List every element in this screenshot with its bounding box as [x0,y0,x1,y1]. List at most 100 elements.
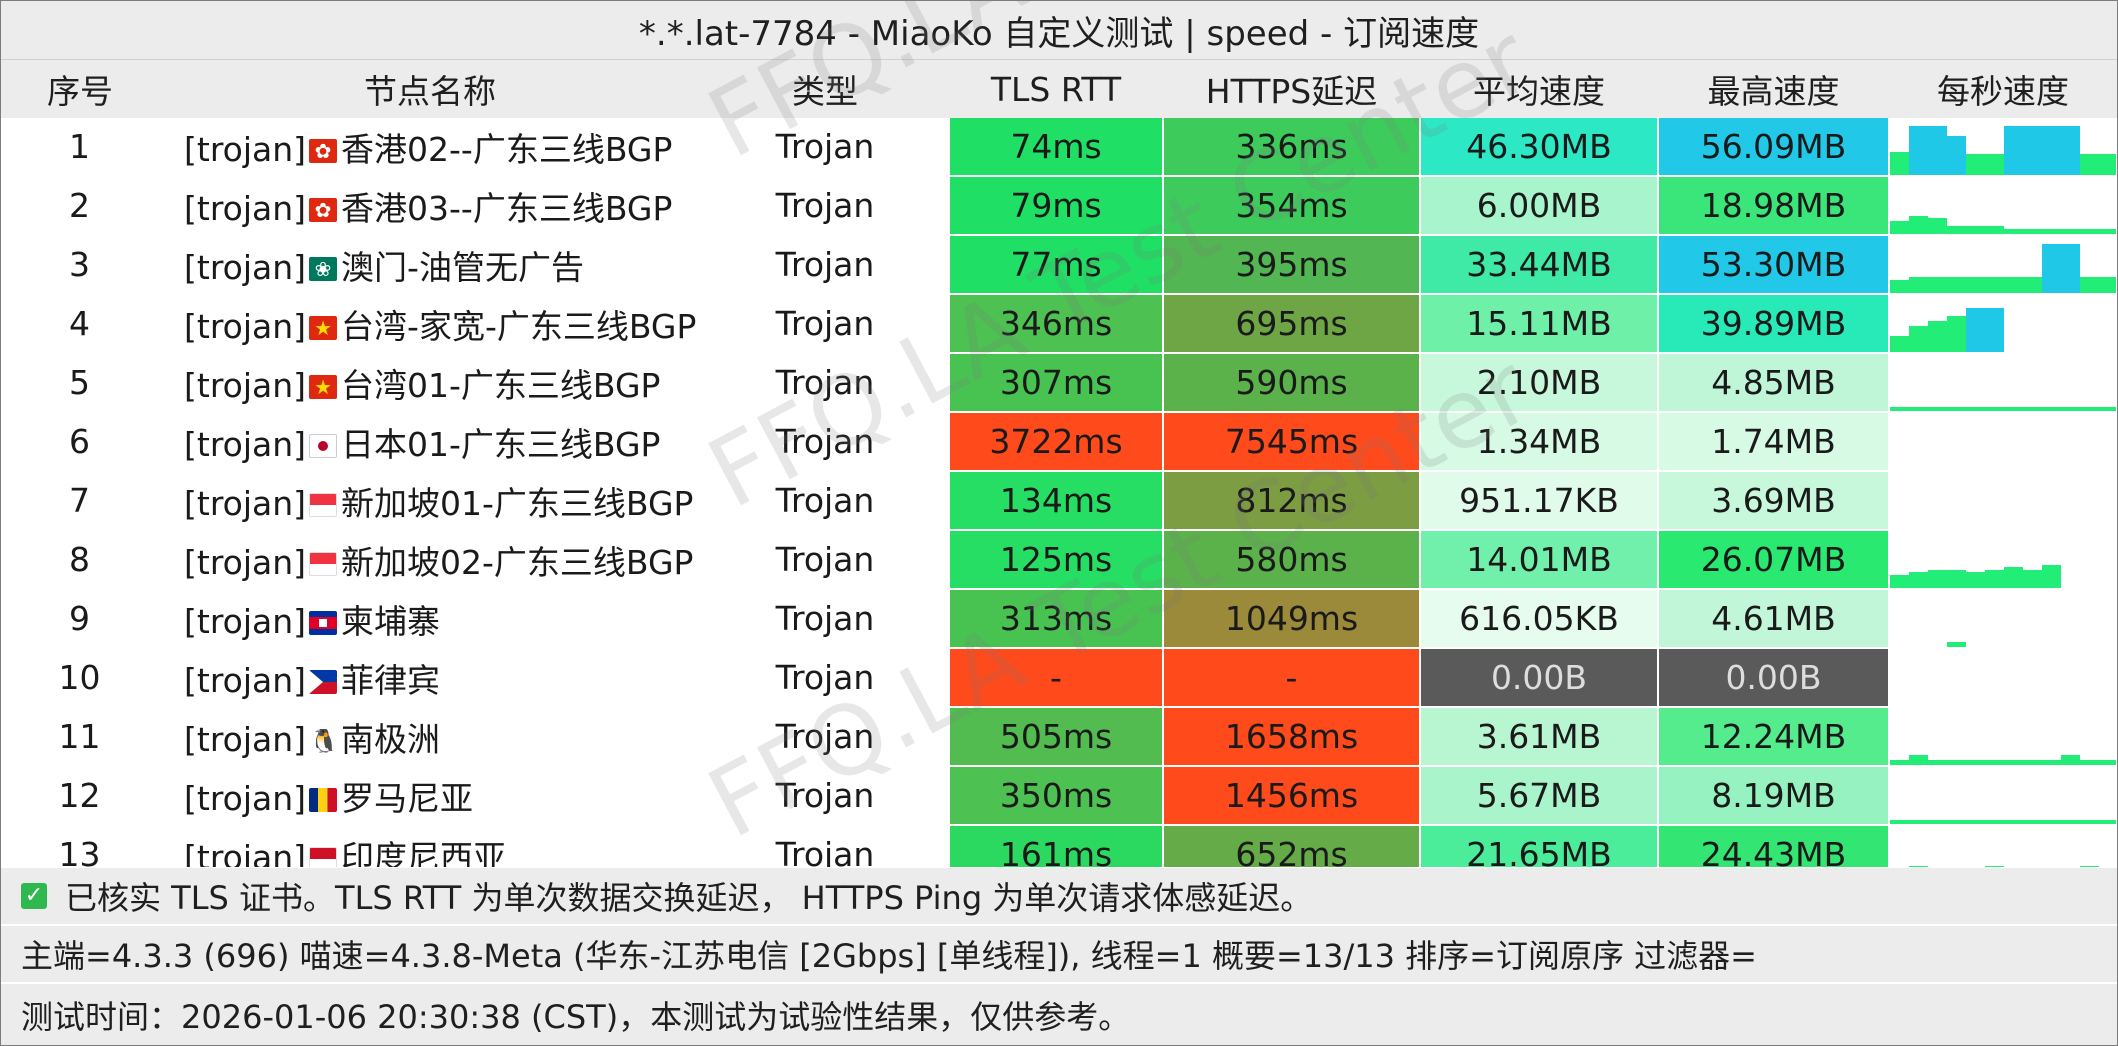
sparkline-bar [1947,136,1966,174]
node-name-cell: [trojan] 柬埔寨 [159,589,702,649]
sparkline-bar [2023,569,2042,587]
col-header-https-latency: HTTPS延迟 [1163,60,1420,118]
sparkline-bar [1909,819,1928,823]
avg-speed-cell: 15.11MB [1420,294,1659,354]
node-name: 澳门-油管无广告 [341,247,584,287]
max-speed-cell: 56.09MB [1658,118,1890,177]
per-second-sparkline [1889,471,2117,531]
sparkline-bar [2061,819,2080,823]
max-speed-cell: 4.85MB [1658,353,1890,413]
max-speed-cell: 0.00B [1658,648,1890,708]
tls-rtt-cell: 346ms [949,294,1164,354]
sparkline-bar [2099,228,2115,233]
table-row[interactable]: 12 [trojan] 罗马尼亚 Trojan 350ms 1456ms 5.67MB 8.1… [1,766,2117,826]
node-name-cell: [trojan] ★ 台湾-家宽-广东三线BGP [159,294,702,354]
sg-flag-icon [309,551,338,576]
table-row[interactable]: 6 [trojan] 日本01-广东三线BGP Trojan 3722ms 7545ms 1… [1,412,2117,472]
sparkline-bar [1947,226,1966,233]
protocol-prefix: [trojan] [184,306,307,346]
sparkline-bar [2042,819,2061,823]
sparkline-bar [1966,819,1985,823]
sparkline-bar [2042,125,2061,174]
per-second-sparkline [1889,176,2117,236]
sparkline-bar [1909,125,1928,174]
table-row[interactable]: 10 [trojan] 菲律宾 Trojan - -0.00B 0.00B [1,648,2117,708]
table-row[interactable]: 11 [trojan] 🐧南极洲 Trojan 505ms 1658ms 3.61MB 12.… [1,707,2117,767]
sparkline-bar [2099,819,2115,823]
sparkline-bar [2061,228,2080,233]
table-row[interactable]: 3 [trojan] ❀ 澳门-油管无广告 Trojan 77ms 395ms 33.44MB… [1,235,2117,295]
sparkline-bar [1890,819,1909,823]
time-row: 测试时间：2026-01-06 20:30:38 (CST)，本测试为试验性结果… [1,983,2117,1045]
mo-flag-icon: ❀ [309,256,338,281]
sparkline-bar [2023,125,2042,174]
table-row[interactable]: 2 [trojan] ✿ 香港03--广东三线BGP Trojan 79ms 354ms 6.… [1,176,2117,236]
table-row[interactable]: 5 [trojan] ★ 台湾01-广东三线BGP Trojan 307ms 590ms 2.… [1,353,2117,413]
tls-note-row: ✓ 已核实 TLS 证书。TLS RTT 为单次数据交换延迟， HTTPS Pi… [1,867,2117,924]
sparkline-bar [1928,320,1947,351]
sparkline-bar [1890,575,1909,587]
col-header-index: 序号 [1,60,159,118]
https-latency-cell: 7545ms [1163,412,1421,472]
avg-speed-cell: 46.30MB [1420,118,1659,177]
row-index: 7 [1,471,160,531]
avg-speed-cell: 1.34MB [1420,412,1659,472]
node-name-cell: [trojan] ✿ 香港02--广东三线BGP [159,118,702,177]
col-header-max-speed: 最高速度 [1658,60,1889,118]
per-second-sparkline [1889,589,2117,649]
tls-rtt-cell: 505ms [949,707,1164,767]
kh-flag-icon [309,610,338,635]
node-name: 柬埔寨 [341,601,441,641]
table-row[interactable]: 1 [trojan] ✿ 香港02--广东三线BGP Trojan 74ms 336ms 46… [1,118,2117,177]
node-type: Trojan [701,118,950,177]
node-name: 菲律宾 [341,660,441,700]
avg-speed-cell: 14.01MB [1420,530,1659,590]
node-type: Trojan [701,589,950,649]
sparkline-bar [1928,406,1947,410]
col-header-per-second-speed: 每秒速度 [1889,60,2117,118]
sparkline-bar [1966,406,1985,410]
id-flag-icon [309,846,338,871]
info-row: 主端=4.3.3 (696) 喵速=4.3.8-Meta (华东-江苏电信 [2… [1,925,2117,982]
sparkline-bar [1966,277,1985,292]
row-index: 5 [1,353,160,413]
tls-rtt-cell: 77ms [949,235,1164,295]
sparkline-bar [2061,406,2080,410]
avg-speed-cell: 5.67MB [1420,766,1659,826]
https-latency-cell: 336ms [1163,118,1421,177]
sparkline-bar [1890,151,1909,174]
sparkline-bar [1890,336,1909,351]
table-row[interactable]: 4 [trojan] ★ 台湾-家宽-广东三线BGP Trojan 346ms 695ms 1… [1,294,2117,354]
protocol-prefix: [trojan] [184,188,307,228]
sparkline-bar [2061,125,2080,174]
sparkline-bar [2023,228,2042,233]
sparkline-bar [2080,406,2099,410]
hk-flag-icon: ✿ [309,197,338,222]
node-name: 香港02--广东三线BGP [341,129,673,169]
protocol-prefix: [trojan] [184,719,307,759]
avg-speed-cell: 3.61MB [1420,707,1659,767]
https-latency-cell: 354ms [1163,176,1421,236]
sparkline-bar [1985,569,2004,587]
hk-flag-icon: ✿ [309,138,338,163]
table-row[interactable]: 7 [trojan] 新加坡01-广东三线BGP Trojan 134ms 812ms 95… [1,471,2117,531]
sparkline-bar [2023,819,2042,823]
sparkline-bar [2061,243,2080,292]
table-row[interactable]: 8 [trojan] 新加坡02-广东三线BGP Trojan 125ms 580ms 14… [1,530,2117,590]
sparkline-bar [1985,226,2004,233]
table-row[interactable]: 9 [trojan] 柬埔寨 Trojan 313ms 1049ms 616.05KB 4.6… [1,589,2117,649]
per-second-sparkline [1889,118,2117,177]
sparkline-bar [1985,307,2004,351]
max-speed-cell: 3.69MB [1658,471,1890,531]
node-type: Trojan [701,530,950,590]
node-name: 南极洲 [341,719,441,759]
node-type: Trojan [701,471,950,531]
sparkline-bar [2004,228,2023,233]
col-header-tls-rtt: TLS RTT [949,60,1163,118]
sparkline-bar [2080,819,2099,823]
sparkline-bar [1909,326,1928,351]
sparkline-bar [1890,759,1909,764]
avg-speed-cell: 2.10MB [1420,353,1659,413]
tls-rtt-cell: 350ms [949,766,1164,826]
sparkline-bar [2080,228,2099,233]
